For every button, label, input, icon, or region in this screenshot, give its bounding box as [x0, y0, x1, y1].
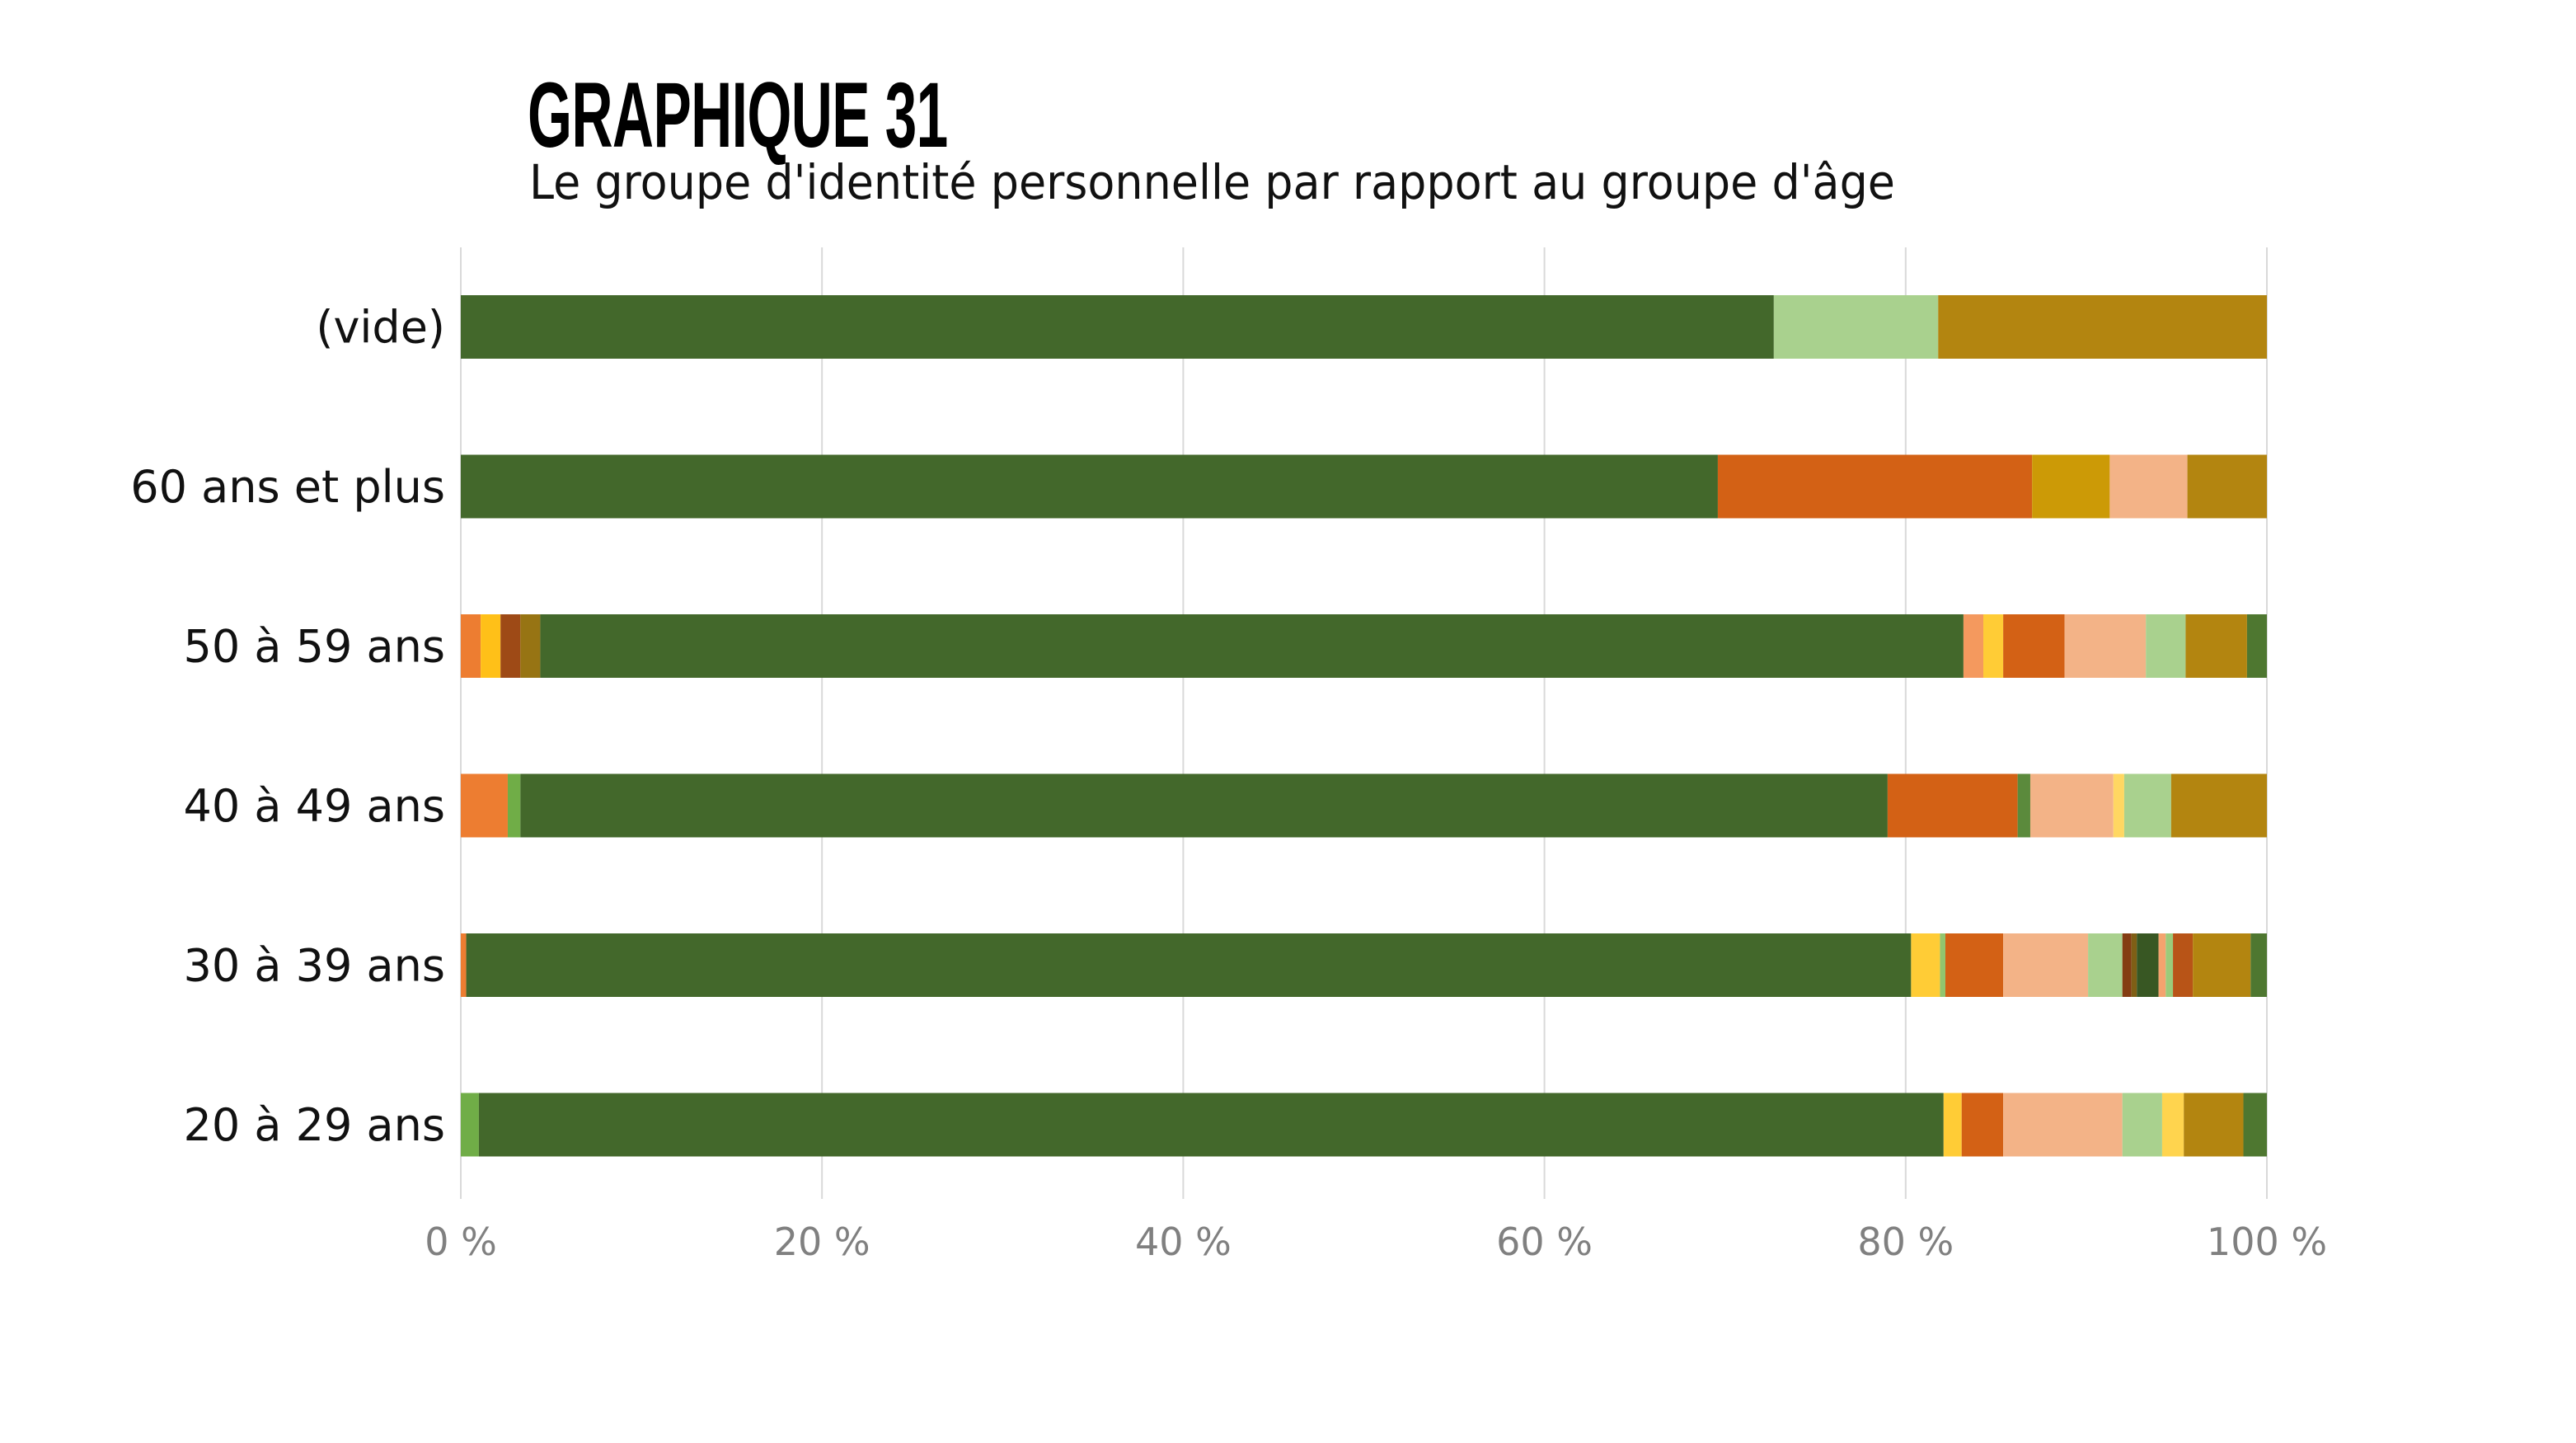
- bar-segment: [2173, 933, 2194, 997]
- bar-segment: [466, 933, 1912, 997]
- bar-segment: [2131, 933, 2137, 997]
- bar-segment: [2029, 773, 2114, 838]
- bar-segment: [2003, 614, 2065, 678]
- bar-segment: [478, 1093, 1944, 1157]
- category-label: (vide): [316, 302, 445, 354]
- bars: [461, 295, 2267, 1157]
- bar-segment: [481, 614, 501, 678]
- bar-segment: [507, 773, 521, 838]
- bar-segment: [2170, 773, 2267, 838]
- bar-segment: [1945, 933, 2004, 997]
- bar-segment: [1887, 773, 2018, 838]
- category-label: 30 à 39 ans: [184, 940, 445, 992]
- bar-group: [461, 454, 2267, 519]
- category-label: 50 à 59 ans: [184, 621, 445, 673]
- bar-segment: [2137, 933, 2159, 997]
- bar-segment: [461, 1093, 479, 1157]
- gridlines: [460, 247, 2268, 1199]
- bar-segment: [1938, 295, 2267, 359]
- bar-segment: [2184, 1093, 2244, 1157]
- x-tick-label: 20 %: [774, 1220, 870, 1264]
- bar-segment: [1943, 1093, 1962, 1157]
- bar-segment: [461, 295, 1774, 359]
- bar-segment: [2109, 454, 2188, 519]
- chart-title: GRAPHIQUE 31: [528, 63, 948, 167]
- chart-subtitle: Le groupe d'identité personnelle par rap…: [529, 154, 1895, 210]
- bar-segment: [2064, 614, 2147, 678]
- bar-segment: [461, 773, 508, 838]
- bar-segment: [2193, 933, 2251, 997]
- x-tick-labels: 0 % 20 % 40 % 60 % 80 % 100 %: [425, 1220, 2327, 1264]
- bar-segment: [2003, 1093, 2123, 1157]
- bar-group: [461, 614, 2267, 678]
- bar-segment: [1911, 933, 1940, 997]
- bar-segment: [2123, 773, 2171, 838]
- bar-segment: [2032, 454, 2110, 519]
- bar-segment: [461, 614, 481, 678]
- bar-segment: [2122, 933, 2132, 997]
- bar-segment: [1717, 454, 2033, 519]
- bar-segment: [2017, 773, 2030, 838]
- category-label: 60 ans et plus: [130, 461, 445, 513]
- bar-group: [461, 933, 2267, 997]
- bar-segment: [2088, 933, 2123, 997]
- bar-segment: [1961, 1093, 2004, 1157]
- category-label: 40 à 49 ans: [184, 780, 445, 832]
- bar-segment: [2113, 773, 2124, 838]
- bar-segment: [2185, 614, 2247, 678]
- bar-segment: [2003, 933, 2089, 997]
- bar-segment: [2187, 454, 2267, 519]
- bar-segment: [2246, 614, 2267, 678]
- bar-segment: [520, 614, 541, 678]
- x-tick-label: 100 %: [2207, 1220, 2327, 1264]
- bar-segment: [520, 773, 1888, 838]
- bar-segment: [461, 933, 467, 997]
- bar-segment: [2122, 1093, 2162, 1157]
- bar-segment: [1940, 933, 1946, 997]
- bar-segment: [540, 614, 1964, 678]
- category-labels: (vide) 60 ans et plus 50 à 59 ans 40 à 49 a…: [130, 302, 445, 1152]
- bar-segment: [461, 454, 1718, 519]
- x-tick-label: 40 %: [1135, 1220, 1232, 1264]
- x-tick-label: 60 %: [1496, 1220, 1593, 1264]
- x-tick-label: 0 %: [425, 1220, 497, 1264]
- bar-segment: [2158, 933, 2166, 997]
- bar-segment: [1983, 614, 2004, 678]
- category-label: 20 à 29 ans: [184, 1099, 445, 1151]
- bar-segment: [2165, 933, 2174, 997]
- bar-segment: [2161, 1093, 2184, 1157]
- bar-group: [461, 773, 2267, 838]
- bar-group: [461, 1093, 2267, 1157]
- bar-segment: [2250, 933, 2267, 997]
- bar-segment: [1963, 614, 1984, 678]
- bar-group: [461, 295, 2267, 359]
- bar-segment: [500, 614, 521, 678]
- x-tick-label: 80 %: [1857, 1220, 1954, 1264]
- bar-segment: [2146, 614, 2186, 678]
- bar-segment: [1773, 295, 1939, 359]
- bar-segment: [2243, 1093, 2267, 1157]
